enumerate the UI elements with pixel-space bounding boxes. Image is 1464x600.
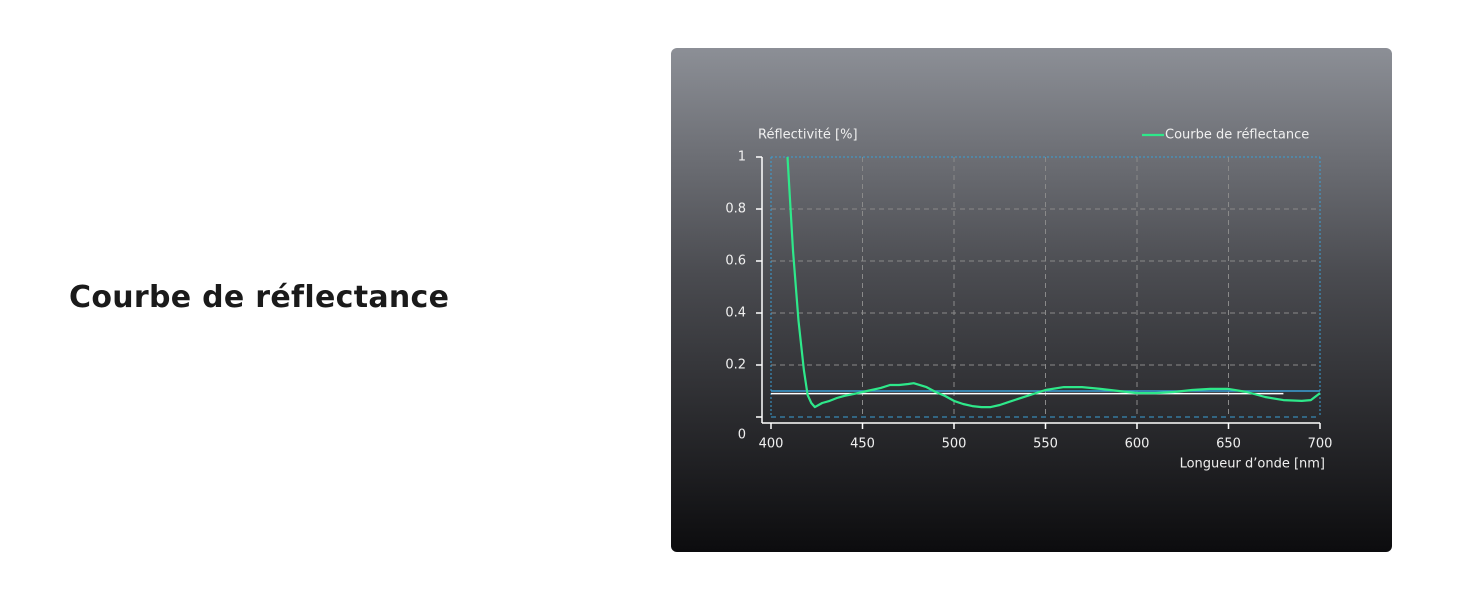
heading: Courbe de réflectance (69, 280, 450, 315)
x-tick-label: 400 (759, 437, 784, 452)
y-tick-label: 0 (738, 428, 746, 443)
y-tick-label: 0.6 (725, 254, 746, 269)
x-tick-label: 600 (1125, 437, 1150, 452)
x-tick-label: 450 (850, 437, 875, 452)
chart-panel (671, 48, 1392, 552)
y-tick-label: 1 (738, 150, 746, 165)
x-axis-label: Longueur d’onde [nm] (1180, 457, 1325, 472)
x-tick-label: 700 (1308, 437, 1333, 452)
y-tick-label: 0.8 (725, 202, 746, 217)
y-tick-label: 0.4 (725, 306, 746, 321)
y-tick-label: 0.2 (725, 358, 746, 373)
legend-label: Courbe de réflectance (1165, 128, 1309, 143)
x-tick-label: 550 (1033, 437, 1058, 452)
y-axis-label: Réflectivité [%] (758, 128, 858, 143)
x-tick-label: 650 (1216, 437, 1241, 452)
x-tick-label: 500 (942, 437, 967, 452)
data-line (786, 156, 1321, 409)
